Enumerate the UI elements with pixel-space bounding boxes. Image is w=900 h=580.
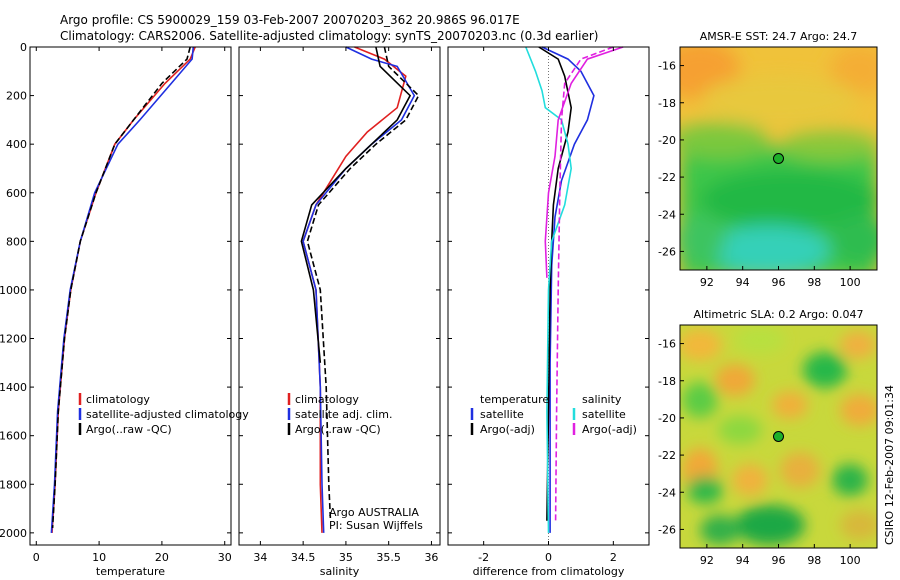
temperature-series-2 [51,46,191,529]
salinity-panel: 34 34.5 35 35.5 36 salinity climatology satelli… [238,46,441,578]
temperature-panel: 0 200 400 600 800 1000 1200 1400 1600 1800 2000 0 10… [0,41,249,578]
temperature-ytick-label-2: 400 [6,138,27,151]
difference-series-1 [538,46,573,521]
difference-xtick-label-0: -2 [478,551,489,564]
sla-map-ytick-label-4: -24 [658,486,676,499]
temperature-legend-0: climatology [86,393,150,406]
header-line1: Argo profile: CS 5900029_159 03-Feb-2007… [60,13,520,27]
salinity-xtick-label-2: 35 [339,551,353,564]
diff-legend-left-1: Argo(-adj) [480,423,535,436]
salinity-annotation-0: Argo AUSTRALIA [329,506,419,519]
temperature-frame [29,46,232,546]
salinity-frame [238,46,441,546]
sst-map-xtick-label-1: 94 [736,276,750,289]
difference-series-3 [544,46,624,278]
credit-text: CSIRO 12-Feb-2007 09:01:34 [883,385,896,545]
sst-map-xtick-label-0: 92 [700,276,714,289]
header-line2: Climatology: CARS2006. Satellite-adjuste… [60,29,598,43]
diff-legend-left-title: temperature [480,393,549,406]
sla-map-xtick-label-0: 92 [700,554,714,567]
temperature-ytick-label-0: 0 [20,41,27,54]
sst-map-ytick-label-3: -22 [658,171,676,184]
salinity-series-0 [302,46,407,533]
sst-map-ytick-label-1: -18 [658,97,676,110]
sla-map-title: Altimetric SLA: 0.2 Argo: 0.047 [693,308,863,321]
temperature-ytick-label-9: 1800 [0,478,27,491]
diff-legend-right-0: satellite [582,408,626,421]
temperature-ytick-label-6: 1200 [0,333,27,346]
sst-map-ytick-label-5: -26 [658,245,676,258]
salinity-legend-2: Argo(..raw -QC) [295,423,381,436]
sla-map-ytick-label-0: -16 [658,338,676,351]
sst-map-xtick-label-2: 96 [772,276,786,289]
difference-xtick-label-1: 0 [545,551,552,564]
salinity-xtick-label-0: 34 [253,551,267,564]
temperature-series-0 [51,46,196,533]
salinity-xtick-label-1: 34.5 [291,551,316,564]
diff-legend-right-1: Argo(-adj) [582,423,637,436]
temperature-ytick-label-8: 1600 [0,430,27,443]
sst-map-ytick-label-4: -24 [658,208,676,221]
salinity-annotation-1: PI: Susan Wijffels [329,519,423,532]
sla-map-ytick-label-1: -18 [658,375,676,388]
sst-map-image [680,47,877,270]
temperature-ytick-label-5: 1000 [0,284,27,297]
temperature-ytick-label-7: 1400 [0,381,27,394]
salinity-xtick-label-3: 35.5 [376,551,401,564]
temperature-legend-1: satellite-adjusted climatology [86,408,249,421]
salinity-xlabel: salinity [320,565,360,578]
sla-map-xtick-label-2: 96 [772,554,786,567]
difference-xlabel: difference from climatology [473,565,625,578]
sla-map-xtick-label-3: 98 [807,554,821,567]
difference-frame [447,46,650,546]
temperature-ytick-label-10: 2000 [0,527,27,540]
sst-map-xtick-label-3: 98 [807,276,821,289]
difference-series-4 [554,46,614,521]
difference-xtick-label-2: 2 [610,551,617,564]
difference-series-0 [541,46,595,533]
temperature-legend-2: Argo(..raw -QC) [86,423,172,436]
sla-map-ytick-label-5: -26 [658,523,676,536]
difference-series-2 [525,46,573,533]
temperature-xlabel: temperature [96,565,165,578]
salinity-legend-1: satellite adj. clim. [295,408,392,421]
sst-map-ytick-label-0: -16 [658,60,676,73]
sla-map-frame [679,324,878,549]
temperature-series-1 [50,46,195,533]
sst-map-title: AMSR-E SST: 24.7 Argo: 24.7 [700,30,858,43]
salinity-series-3 [306,46,420,521]
temperature-ytick-label-1: 200 [6,90,27,103]
sst-map-argo-marker [773,153,784,164]
temperature-ytick-label-3: 600 [6,187,27,200]
salinity-series-2 [300,46,412,363]
sla-map-xtick-label-1: 94 [736,554,750,567]
sst-map-ytick-label-2: -20 [658,134,676,147]
temperature-xtick-label-2: 20 [155,551,169,564]
sla-map-ytick-label-3: -22 [658,449,676,462]
sla-map-ytick-label-2: -20 [658,412,676,425]
sla-map-xtick-label-4: 100 [840,554,861,567]
temperature-xtick-label-1: 10 [92,551,106,564]
salinity-legend-0: climatology [295,393,359,406]
salinity-xtick-label-4: 36 [424,551,438,564]
sla-map-image [680,325,877,548]
diff-legend-right-title: salinity [582,393,622,406]
sst-map-xtick-label-4: 100 [840,276,861,289]
sst-map-frame [679,46,878,271]
temperature-xtick-label-0: 0 [33,551,40,564]
sla-map-argo-marker [773,431,784,442]
diff-legend-left-0: satellite [480,408,524,421]
temperature-xtick-label-3: 30 [218,551,232,564]
temperature-ytick-label-4: 800 [6,235,27,248]
